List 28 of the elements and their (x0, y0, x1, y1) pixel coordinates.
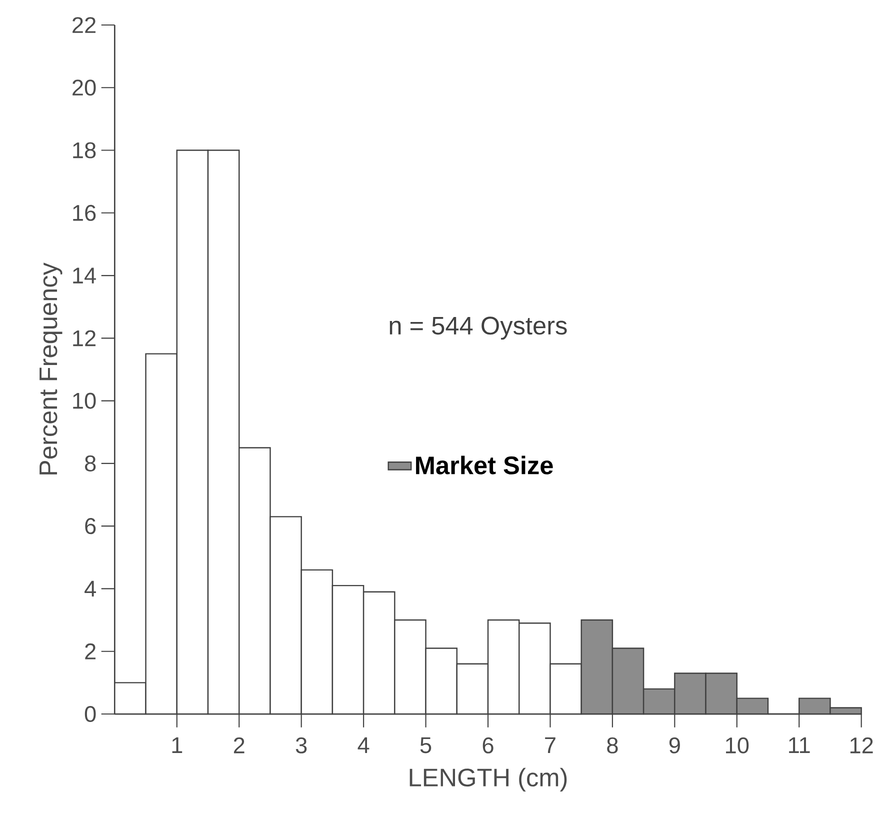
y-tick-label: 16 (73, 204, 96, 221)
y-tick-label: 0 (84, 706, 96, 722)
x-tick-label: 9 (669, 737, 680, 754)
legend-label: Market Size (416, 456, 553, 474)
x-tick-label: 1 (172, 737, 182, 753)
y-axis-title: Percent Frequency (40, 262, 62, 474)
x-tick-label: 4 (358, 737, 370, 753)
x-tick-label: 2 (234, 737, 244, 754)
x-axis-title: LENGTH (cm) (410, 768, 567, 792)
annotation: n = 544 Oysters (390, 316, 567, 340)
x-tick-label: 5 (420, 737, 432, 754)
y-tick-label: 2 (85, 643, 96, 660)
x-tick-label: 8 (607, 737, 618, 754)
x-tick-label: 10 (726, 737, 749, 754)
y-tick-label: 14 (73, 268, 96, 284)
y-tick-label: 4 (84, 580, 96, 597)
x-tick-label: 3 (296, 737, 307, 754)
y-tick-label: 18 (73, 142, 96, 158)
y-tick-label: 20 (72, 80, 96, 96)
y-tick-label: 22 (72, 17, 96, 33)
y-tick-label: 8 (85, 455, 96, 472)
y-tick-label: 12 (73, 330, 96, 346)
y-tick-label: 6 (85, 518, 96, 534)
x-tick-label: 6 (482, 737, 494, 754)
x-tick-label: 11 (789, 737, 810, 753)
y-tick-label: 10 (73, 392, 96, 409)
x-tick-label: 7 (545, 737, 556, 753)
x-tick-label: 12 (850, 737, 873, 754)
